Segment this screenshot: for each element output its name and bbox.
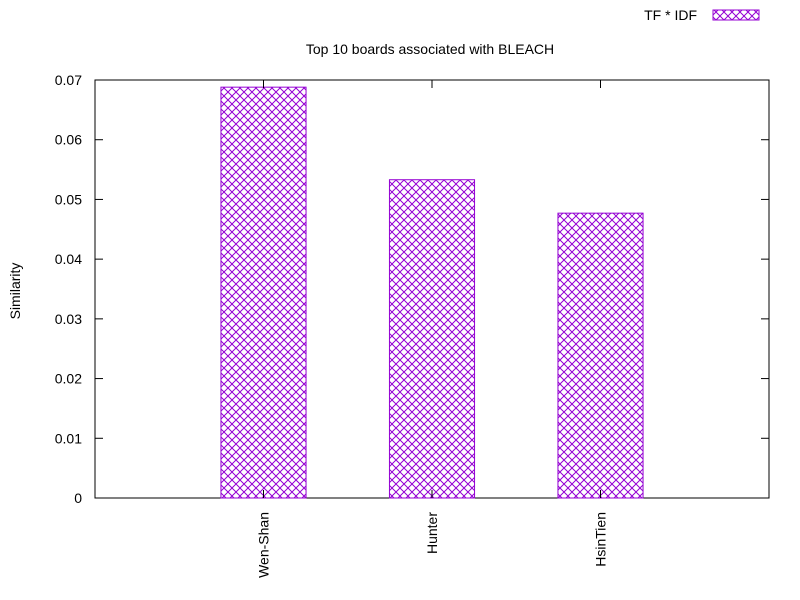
bar-hsintien — [557, 212, 644, 499]
legend-label: TF * IDF — [644, 7, 697, 23]
x-tick-label: Hunter — [424, 512, 440, 554]
y-axis: 0 0.01 0.02 0.03 0.04 0.05 0.06 0.07 — [55, 72, 769, 506]
bars — [220, 86, 644, 499]
x-axis: Wen-Shan Hunter HsinTien — [256, 80, 609, 578]
y-tick-label: 0.05 — [55, 191, 82, 207]
y-tick-label: 0.02 — [55, 371, 82, 387]
y-tick-label: 0.01 — [55, 430, 82, 446]
x-tick-label: HsinTien — [593, 512, 609, 567]
legend: TF * IDF — [644, 7, 760, 23]
y-tick-label: 0.06 — [55, 132, 82, 148]
y-tick-label: 0.07 — [55, 72, 82, 88]
y-tick-label: 0.03 — [55, 311, 82, 327]
x-tick-label: Wen-Shan — [256, 512, 272, 578]
y-tick-label: 0 — [74, 490, 82, 506]
legend-swatch — [712, 9, 760, 21]
bar-wen-shan — [220, 86, 307, 499]
y-tick-label: 0.04 — [55, 251, 82, 267]
y-axis-label: Similarity — [7, 263, 23, 320]
chart-title: Top 10 boards associated with BLEACH — [306, 41, 554, 57]
bar-hunter — [388, 179, 476, 499]
